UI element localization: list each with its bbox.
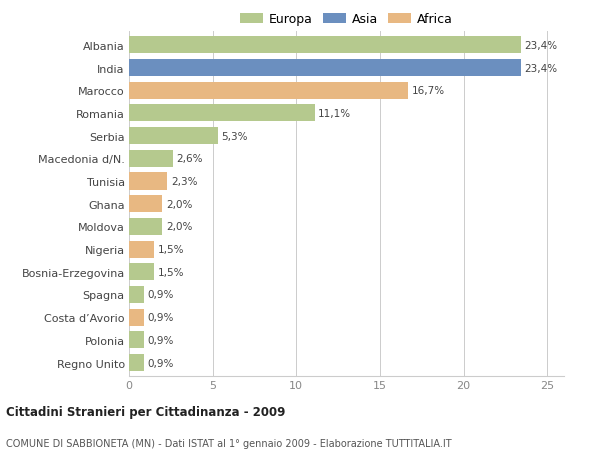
- Bar: [129, 173, 167, 190]
- Bar: [129, 286, 144, 303]
- Text: 0,9%: 0,9%: [148, 290, 174, 300]
- Text: 2,0%: 2,0%: [166, 199, 192, 209]
- Legend: Europa, Asia, Africa: Europa, Asia, Africa: [238, 11, 455, 29]
- Text: 1,5%: 1,5%: [157, 245, 184, 255]
- Bar: [129, 332, 144, 349]
- Text: 23,4%: 23,4%: [524, 63, 557, 73]
- Text: 2,0%: 2,0%: [166, 222, 192, 232]
- Bar: [129, 83, 409, 100]
- Text: 0,9%: 0,9%: [148, 335, 174, 345]
- Text: 1,5%: 1,5%: [157, 267, 184, 277]
- Bar: [129, 264, 154, 281]
- Bar: [129, 309, 144, 326]
- Bar: [129, 241, 154, 258]
- Text: 2,6%: 2,6%: [176, 154, 202, 164]
- Text: COMUNE DI SABBIONETA (MN) - Dati ISTAT al 1° gennaio 2009 - Elaborazione TUTTITA: COMUNE DI SABBIONETA (MN) - Dati ISTAT a…: [6, 438, 452, 448]
- Text: 0,9%: 0,9%: [148, 313, 174, 323]
- Text: 16,7%: 16,7%: [412, 86, 445, 96]
- Text: Cittadini Stranieri per Cittadinanza - 2009: Cittadini Stranieri per Cittadinanza - 2…: [6, 405, 286, 419]
- Text: 11,1%: 11,1%: [318, 109, 351, 119]
- Bar: [129, 151, 173, 168]
- Text: 2,3%: 2,3%: [171, 177, 197, 187]
- Bar: [129, 37, 521, 54]
- Bar: [129, 128, 218, 145]
- Bar: [129, 60, 521, 77]
- Text: 23,4%: 23,4%: [524, 41, 557, 50]
- Bar: [129, 105, 315, 122]
- Bar: [129, 218, 163, 235]
- Bar: [129, 196, 163, 213]
- Bar: [129, 354, 144, 371]
- Text: 5,3%: 5,3%: [221, 131, 248, 141]
- Text: 0,9%: 0,9%: [148, 358, 174, 368]
